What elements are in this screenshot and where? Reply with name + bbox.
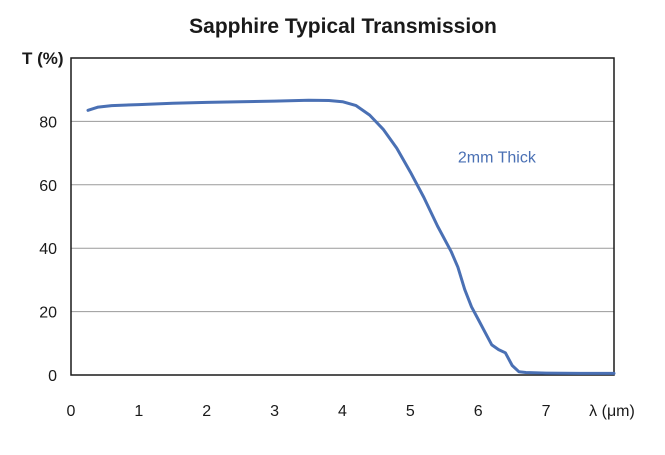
y-axis-label: T (%) <box>22 49 64 68</box>
x-axis-label: λ (μm) <box>589 403 635 420</box>
x-tick-label: 5 <box>406 403 415 420</box>
annotations: 2mm Thick <box>458 150 537 167</box>
y-tick-label: 80 <box>39 114 57 131</box>
x-tick-label: 1 <box>134 403 143 420</box>
y-tick-label: 60 <box>39 178 57 195</box>
series-annotation-label: 2mm Thick <box>458 150 537 167</box>
y-tick-label: 0 <box>48 368 57 385</box>
plot-frame <box>70 57 615 376</box>
gridlines <box>71 120 614 313</box>
y-tick-label: 40 <box>39 241 57 258</box>
series-line-0 <box>86 98 616 375</box>
chart-title: Sapphire Typical Transmission <box>189 15 497 38</box>
x-tick-label: 6 <box>474 403 483 420</box>
y-tick-label: 20 <box>39 305 57 322</box>
x-tick-labels: 0 1 2 3 4 5 6 7 <box>67 403 551 420</box>
x-tick-label: 7 <box>542 403 551 420</box>
x-tick-label: 2 <box>202 403 211 420</box>
x-tick-label: 4 <box>338 403 347 420</box>
y-tick-labels: 0 20 40 60 80 <box>39 114 57 385</box>
x-tick-label: 3 <box>270 403 279 420</box>
x-tick-label: 0 <box>67 403 76 420</box>
series-group <box>86 98 616 375</box>
